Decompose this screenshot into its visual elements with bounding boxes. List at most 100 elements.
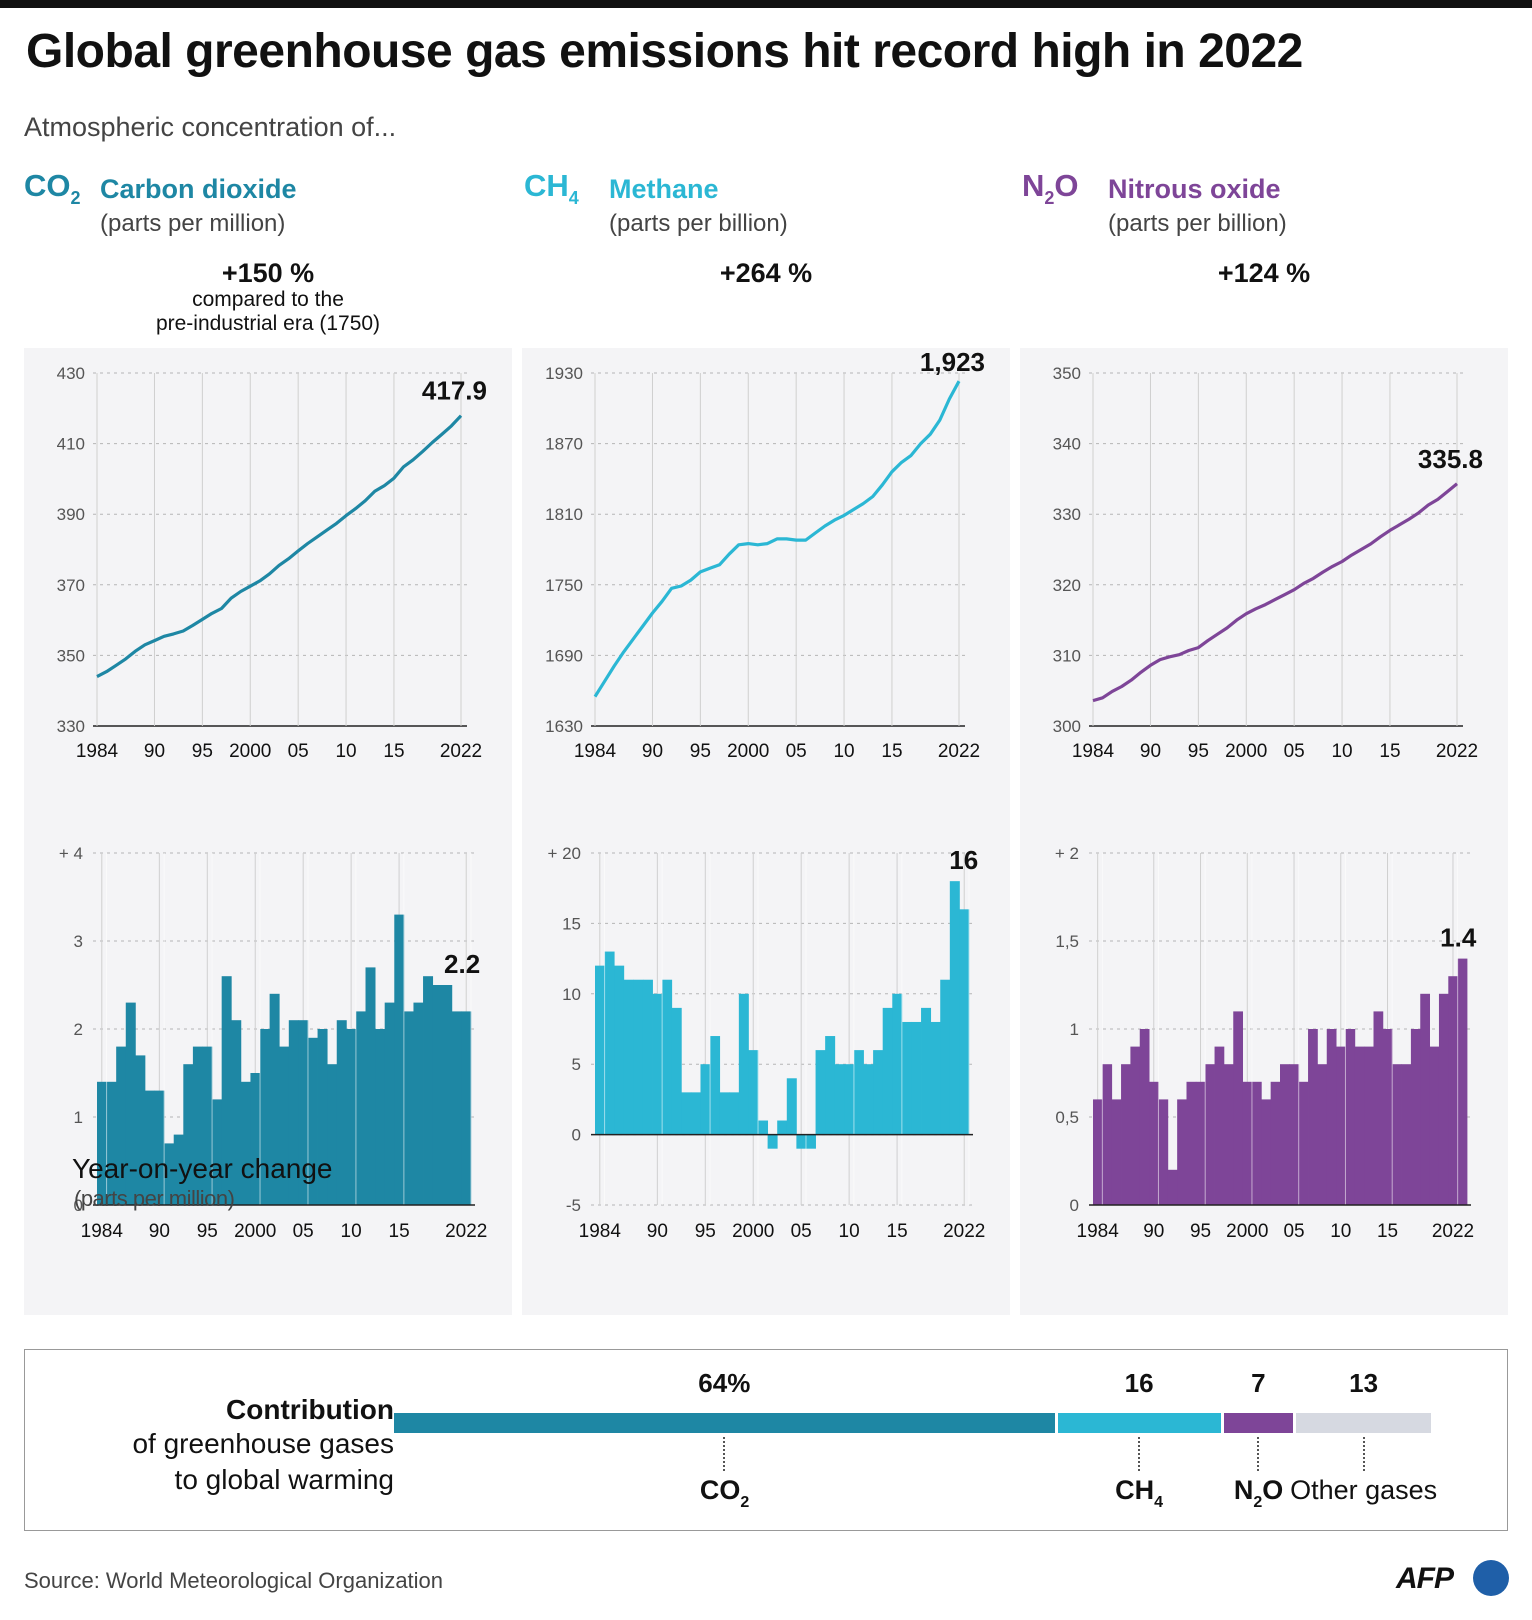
contribution-title: Contribution	[226, 1394, 394, 1425]
n2o-line-xtick-label: 90	[1140, 741, 1161, 762]
co2-yoy-last-value-label: 2.2	[444, 949, 480, 979]
co2-yoy-bar	[288, 1020, 299, 1205]
co2-line-last-value-label: 417.9	[422, 376, 487, 406]
n2o-yoy-bar	[1251, 1081, 1262, 1205]
gas-unit-n2o: (parts per billion)	[1108, 210, 1287, 237]
co2-line-series-line	[96, 414, 463, 679]
gas-name-n2o: Nitrous oxide	[1108, 174, 1281, 204]
n2o-yoy-bar	[1317, 1064, 1328, 1205]
co2-yoy-xtick-label: 2022	[445, 1221, 487, 1242]
n2o-yoy-ytick-label: 0	[1070, 1196, 1079, 1215]
n2o-yoy-bar	[1242, 1081, 1253, 1205]
co2-yoy-bar	[423, 976, 434, 1205]
n2o-line-xtick-label: 05	[1284, 741, 1305, 762]
n2o-line-ytick-label: 300	[1053, 717, 1081, 736]
ch4-yoy-xtick-label: 05	[791, 1221, 812, 1242]
co2-yoy-bar	[451, 1011, 462, 1205]
co2-yoy-bar	[106, 1081, 117, 1205]
n2o-line-xtick-label: 10	[1331, 741, 1352, 762]
n2o-yoy-bar	[1438, 993, 1449, 1205]
n2o-yoy-ytick-label: 1	[1070, 1020, 1079, 1039]
n2o-yoy-bar	[1139, 1029, 1150, 1205]
n2o-yoy-bar	[1205, 1064, 1215, 1205]
co2-yoy-ytick-label: 0	[74, 1196, 83, 1215]
n2o-line-xtick-label: 95	[1188, 741, 1209, 762]
n2o-yoy-bar	[1448, 976, 1459, 1205]
contribution-value-0: 64%	[698, 1368, 751, 1398]
co2-yoy-bar	[202, 1046, 213, 1205]
increase-ch4: +264 %	[719, 258, 813, 288]
co2-yoy-bar	[97, 1081, 107, 1205]
n2o-line-ytick-label: 340	[1053, 435, 1081, 454]
co2-line-ytick-label: 350	[57, 646, 85, 665]
n2o-yoy-bar	[1280, 1064, 1290, 1205]
ch4-line-last-value-label: 1,923	[920, 348, 985, 377]
co2-line-xtick-label: 95	[192, 741, 213, 762]
ch4-yoy-xtick-label: 90	[647, 1221, 668, 1242]
ch4-yoy-bar	[863, 1064, 874, 1135]
n2o-yoy-bar	[1382, 1029, 1393, 1205]
contribution-segment-3	[1296, 1413, 1431, 1433]
co2-line-xtick-label: 2022	[440, 741, 482, 762]
n2o-yoy-xtick-label: 15	[1377, 1221, 1398, 1242]
n2o-yoy-ytick-label: + 2	[1055, 844, 1079, 863]
n2o-line-ytick-label: 320	[1053, 576, 1081, 595]
ch4-yoy-bar	[959, 909, 970, 1135]
ch4-yoy-xtick-label: 2000	[732, 1221, 774, 1242]
yoy-unit: (parts per million)	[74, 1186, 235, 1211]
n2o-yoy-bar	[1167, 1169, 1178, 1205]
co2-yoy-bar	[384, 1002, 395, 1205]
contribution-value-3: 13	[1349, 1368, 1379, 1398]
co2-yoy-bar	[164, 1143, 175, 1205]
co2-yoy-xtick-label: 05	[293, 1221, 314, 1242]
n2o-line-ytick-label: 350	[1053, 364, 1081, 383]
gas-name-ch4: Methane	[609, 174, 719, 204]
co2-yoy-bar	[116, 1046, 127, 1205]
ch4-yoy-bar	[853, 1050, 864, 1135]
contribution-leader-2	[1257, 1437, 1260, 1471]
n2o-yoy-bar	[1429, 1046, 1440, 1205]
ch4-line-xtick-label: 1984	[574, 741, 617, 762]
co2-yoy-bar	[394, 914, 405, 1205]
ch4-yoy-ytick-label: -5	[566, 1196, 581, 1215]
n2o-yoy-bar	[1121, 1064, 1131, 1205]
afp-logo: AFP	[1396, 1562, 1454, 1595]
co2-yoy-bar	[355, 1011, 366, 1205]
contribution-segment-2	[1223, 1413, 1294, 1433]
co2-yoy-ytick-label: 2	[74, 1020, 83, 1039]
co2-yoy-xtick-label: 95	[197, 1221, 218, 1242]
ch4-yoy-bar	[681, 1092, 692, 1135]
n2o-yoy-bar	[1214, 1046, 1225, 1205]
n2o-yoy-bar	[1149, 1081, 1159, 1205]
n2o-yoy-bar	[1298, 1081, 1309, 1205]
co2-line-xtick-label: 90	[144, 741, 165, 762]
n2o-yoy-bar	[1289, 1064, 1300, 1205]
ch4-line-xtick-label: 10	[833, 741, 854, 762]
formula-n2o: N2O	[1022, 168, 1079, 208]
co2-line-xtick-label: 2000	[229, 741, 271, 762]
ch4-yoy-bar	[892, 993, 903, 1135]
subtitle: Atmospheric concentration of...	[24, 112, 397, 142]
co2-yoy-xtick-label: 2000	[234, 1221, 276, 1242]
co2-yoy-bar	[365, 967, 376, 1205]
n2o-yoy-xtick-label: 2022	[1432, 1221, 1474, 1242]
contribution-leader-3	[1362, 1437, 1365, 1471]
ch4-line-ytick-label: 1690	[545, 646, 583, 665]
co2-line-ytick-label: 410	[57, 435, 85, 454]
n2o-yoy-xtick-label: 05	[1283, 1221, 1304, 1242]
n2o-yoy-bar	[1326, 1029, 1337, 1205]
n2o-yoy-last-value-label: 1.4	[1440, 923, 1477, 953]
n2o-line-xtick-label: 2000	[1225, 741, 1267, 762]
co2-line-xtick-label: 05	[288, 741, 309, 762]
n2o-line-xtick-label: 2022	[1436, 741, 1478, 762]
ch4-yoy-bar	[595, 965, 605, 1135]
n2o-line-xtick-label: 1984	[1072, 741, 1115, 762]
co2-yoy-bar	[212, 1099, 223, 1205]
co2-yoy-bar	[442, 985, 453, 1205]
co2-yoy-bar	[192, 1046, 203, 1205]
n2o-yoy-bar	[1177, 1099, 1187, 1205]
ch4-yoy-bar	[930, 1021, 941, 1135]
co2-yoy-bar	[403, 1011, 414, 1205]
contribution-gas-label-1: CH4	[1115, 1475, 1164, 1511]
